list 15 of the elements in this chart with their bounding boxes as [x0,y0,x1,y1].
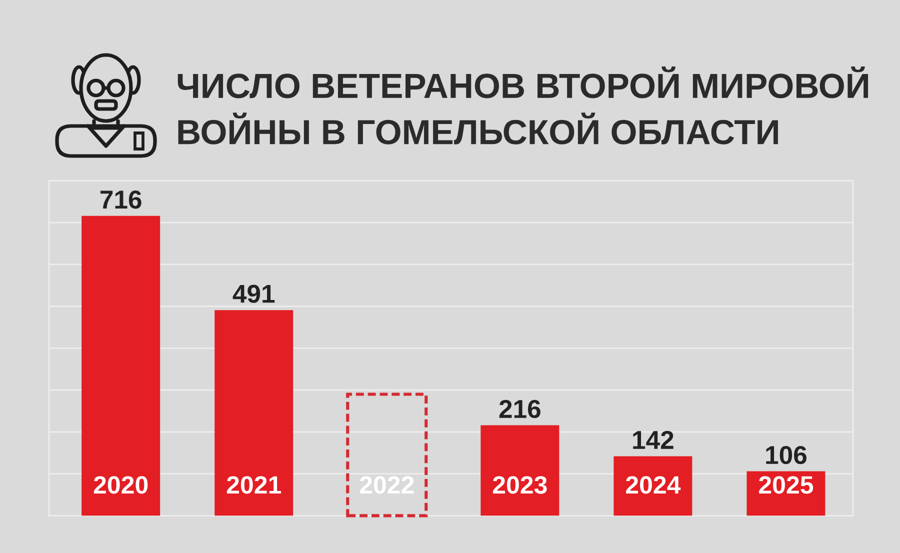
bar [614,456,692,516]
bar [480,425,560,516]
bar [82,216,160,516]
data-label: 106 [766,446,806,464]
x-tick-label: 2024 [626,476,681,494]
x-tick-label: 2025 [759,476,814,494]
x-tick-label: 2020 [94,476,148,494]
data-label: 716 [100,190,142,209]
x-tick-label: 2021 [226,476,281,494]
data-label: 142 [633,430,674,449]
x-tick-label: 2023 [492,476,547,494]
data-label: 216 [499,400,540,418]
bar [214,310,294,516]
chart-title: ЧИСЛО ВЕТЕРАНОВ ВТОРОЙ МИРОВОЙ ВОЙНЫ В ГОМЕЛЬСКОЙ ОБЛАСТИ [178,66,868,144]
data-label: 491 [232,284,275,303]
